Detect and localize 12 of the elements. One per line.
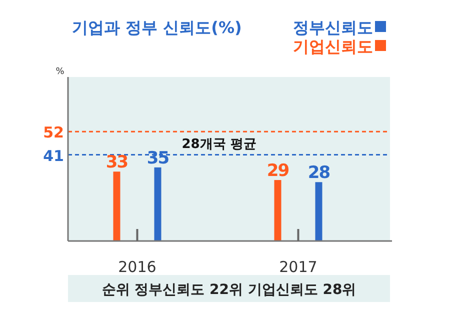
annotation: 28개국 평균 xyxy=(182,137,256,152)
chart-title: 기업과 정부 신뢰도(%) xyxy=(72,18,242,37)
x-tick-label: 2017 xyxy=(279,258,318,276)
data-label: 33 xyxy=(106,152,128,173)
y-axis-title: % xyxy=(56,67,65,77)
ref-line-label: 41 xyxy=(43,146,64,165)
data-label: 28 xyxy=(308,163,330,184)
data-label: 35 xyxy=(146,148,169,168)
text: 순위 정부신뢰도 22위 기업신뢰도 28위 xyxy=(102,282,356,298)
ref-line-label: 52 xyxy=(43,124,64,142)
x-tick-label: 2016 xyxy=(118,258,156,276)
data-label: 29 xyxy=(266,161,289,182)
